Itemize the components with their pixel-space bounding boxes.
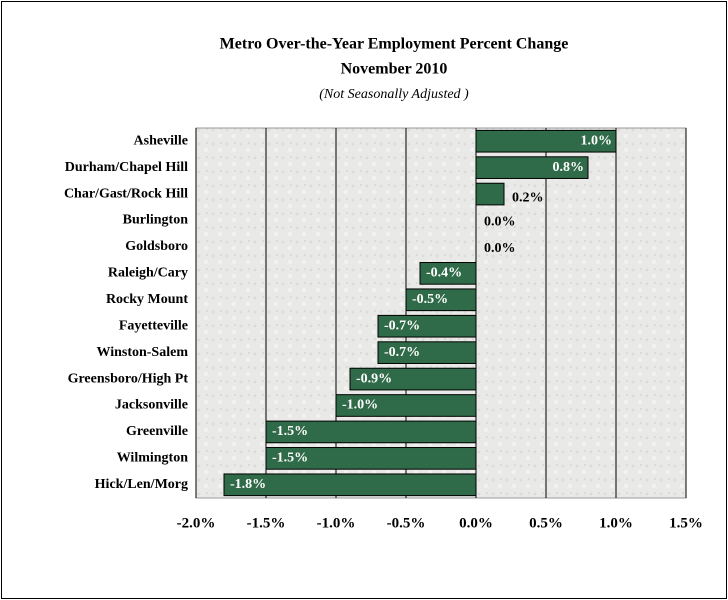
data-label: -1.8%: [230, 477, 266, 492]
x-tick-label: -1.5%: [247, 515, 286, 531]
x-tick-label: 1.0%: [599, 515, 633, 531]
bar: [265, 420, 477, 444]
y-tick-label: Asheville: [134, 133, 188, 148]
bar: [223, 473, 477, 497]
y-tick-label: Char/Gast/Rock Hill: [64, 186, 188, 201]
bar: [475, 156, 589, 179]
x-tick-label: 0.0%: [459, 515, 493, 531]
chart-note: (Not Seasonally Adjusted ): [319, 87, 469, 102]
bar: [377, 341, 477, 364]
bar: [335, 394, 477, 417]
x-tick-label: -0.5%: [387, 515, 426, 531]
chart-title: Metro Over-the-Year Employment Percent C…: [220, 36, 569, 53]
y-tick-label: Winston-Salem: [96, 345, 188, 360]
data-label: -0.7%: [384, 345, 420, 360]
data-label: -1.0%: [342, 398, 378, 413]
y-tick-label: Greensboro/High Pt: [68, 371, 189, 386]
bar: [475, 182, 505, 206]
data-label: 0.8%: [553, 160, 585, 175]
data-label: -1.5%: [272, 424, 308, 439]
bar: [419, 262, 477, 285]
bar: [405, 288, 477, 312]
bar: [377, 314, 477, 338]
y-tick-label: Rocky Mount: [106, 292, 188, 307]
data-label: -1.5%: [272, 451, 308, 466]
y-tick-label: Fayetteville: [119, 318, 188, 333]
data-label: 0.0%: [484, 215, 516, 230]
data-label: -0.5%: [412, 292, 448, 307]
data-label: -0.4%: [426, 266, 462, 281]
y-tick-label: Wilmington: [117, 451, 189, 466]
bar: [265, 447, 477, 470]
bar: [475, 129, 617, 153]
data-label: 0.2%: [512, 190, 544, 205]
y-tick-label: Burlington: [123, 213, 189, 228]
y-tick-label: Jacksonville: [115, 398, 188, 413]
bar: [349, 367, 477, 391]
y-tick-label: Hick/Len/Morg: [95, 477, 188, 492]
x-tick-label: -1.0%: [317, 515, 356, 531]
y-tick-label: Goldsboro: [125, 239, 188, 254]
data-label: -0.9%: [356, 371, 392, 386]
x-tick-label: 0.5%: [529, 515, 563, 531]
data-label: -0.7%: [384, 318, 420, 333]
y-tick-label: Greenville: [126, 424, 188, 439]
chart-subtitle: November 2010: [341, 61, 448, 78]
y-tick-label: Durham/Chapel Hill: [65, 160, 188, 175]
x-tick-label: -2.0%: [177, 515, 216, 531]
data-label: 0.0%: [484, 241, 516, 256]
y-tick-label: Raleigh/Cary: [108, 266, 188, 281]
x-tick-label: 1.5%: [669, 515, 703, 531]
data-label: 1.0%: [581, 133, 613, 148]
